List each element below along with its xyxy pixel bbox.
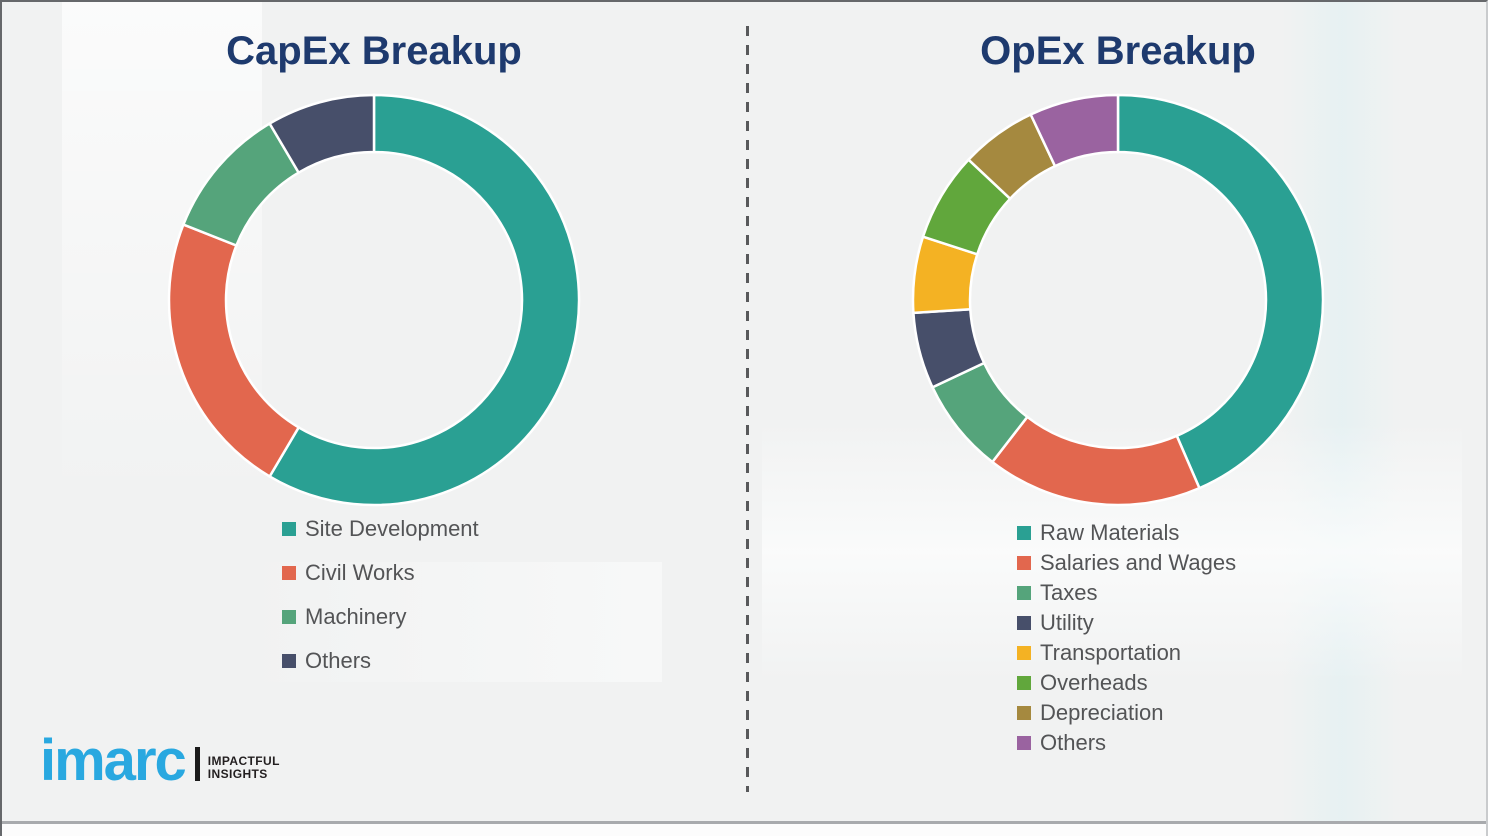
legend-label: Salaries and Wages bbox=[1040, 550, 1237, 575]
legend-item-others: Others bbox=[1017, 731, 1236, 754]
legend-swatch bbox=[1017, 645, 1031, 660]
legend-swatch bbox=[282, 609, 296, 624]
legend-label: Raw Materials bbox=[1040, 520, 1180, 545]
legend-label: Depreciation bbox=[1040, 700, 1164, 725]
logo-tagline: IMPACTFUL INSIGHTS bbox=[208, 755, 280, 781]
divider-dashed-line bbox=[746, 26, 749, 792]
legend-swatch bbox=[282, 565, 296, 580]
legend-label: Civil Works bbox=[305, 560, 415, 585]
legend-swatch bbox=[1017, 675, 1031, 690]
opex-legend: Raw Materials Salaries and Wages Taxes Util… bbox=[1017, 521, 1236, 754]
donut-segment-others bbox=[1029, 93, 1120, 168]
legend-item-overheads: Overheads bbox=[1017, 671, 1236, 694]
capex-legend: Site Development Civil Works Machinery Othe… bbox=[282, 517, 479, 672]
legend-item-machinery: Machinery bbox=[282, 605, 479, 628]
bottom-divider bbox=[2, 821, 1486, 824]
donut-segment-civil-works bbox=[167, 222, 301, 479]
legend-swatch bbox=[282, 653, 296, 668]
legend-swatch bbox=[1017, 555, 1031, 570]
imarc-logo-wordmark: imarc bbox=[40, 728, 187, 793]
legend-label: Transportation bbox=[1040, 640, 1182, 665]
legend-swatch bbox=[1017, 525, 1031, 540]
legend-label: Site Development bbox=[305, 516, 479, 541]
donut-segment-salaries-and-wages bbox=[990, 415, 1202, 507]
logo-tagline-line1: IMPACTFUL bbox=[207, 754, 280, 769]
opex-chart-title: OpEx Breakup bbox=[980, 29, 1256, 73]
legend-item-civil-works: Civil Works bbox=[282, 561, 479, 584]
legend-item-depreciation: Depreciation bbox=[1017, 701, 1236, 724]
bottom-margin bbox=[2, 824, 1486, 836]
legend-label: Machinery bbox=[305, 604, 407, 629]
legend-label: Others bbox=[1040, 730, 1107, 755]
legend-item-others: Others bbox=[282, 649, 479, 672]
capex-panel: CapEx Breakup Site Development Civil Work… bbox=[2, 2, 746, 836]
donut-segment-site-development bbox=[267, 93, 581, 507]
capex-donut-chart bbox=[167, 93, 581, 507]
legend-swatch bbox=[1017, 585, 1031, 600]
legend-label: Utility bbox=[1040, 610, 1094, 635]
legend-swatch bbox=[282, 521, 296, 536]
legend-label: Taxes bbox=[1040, 580, 1098, 605]
donut-segment-others bbox=[267, 93, 376, 175]
legend-item-taxes: Taxes bbox=[1017, 581, 1236, 604]
opex-panel: OpEx Breakup Raw Materials Salaries and W… bbox=[746, 2, 1486, 836]
legend-item-site-development: Site Development bbox=[282, 517, 479, 540]
logo-tagline-line2: INSIGHTS bbox=[207, 767, 268, 782]
opex-donut-chart bbox=[911, 93, 1325, 507]
legend-swatch bbox=[1017, 615, 1031, 630]
legend-item-transportation: Transportation bbox=[1017, 641, 1236, 664]
legend-label: Overheads bbox=[1040, 670, 1148, 695]
imarc-logo: imarc IMPACTFUL INSIGHTS bbox=[40, 728, 280, 793]
legend-swatch bbox=[1017, 735, 1031, 750]
capex-chart-title: CapEx Breakup bbox=[226, 29, 522, 73]
legend-item-utility: Utility bbox=[1017, 611, 1236, 634]
legend-item-salaries-and-wages: Salaries and Wages bbox=[1017, 551, 1236, 574]
legend-item-raw-materials: Raw Materials bbox=[1017, 521, 1236, 544]
legend-label: Others bbox=[305, 648, 372, 673]
logo-divider-bar bbox=[194, 747, 200, 782]
legend-swatch bbox=[1017, 705, 1031, 720]
donut-segment-raw-materials bbox=[1116, 93, 1325, 490]
